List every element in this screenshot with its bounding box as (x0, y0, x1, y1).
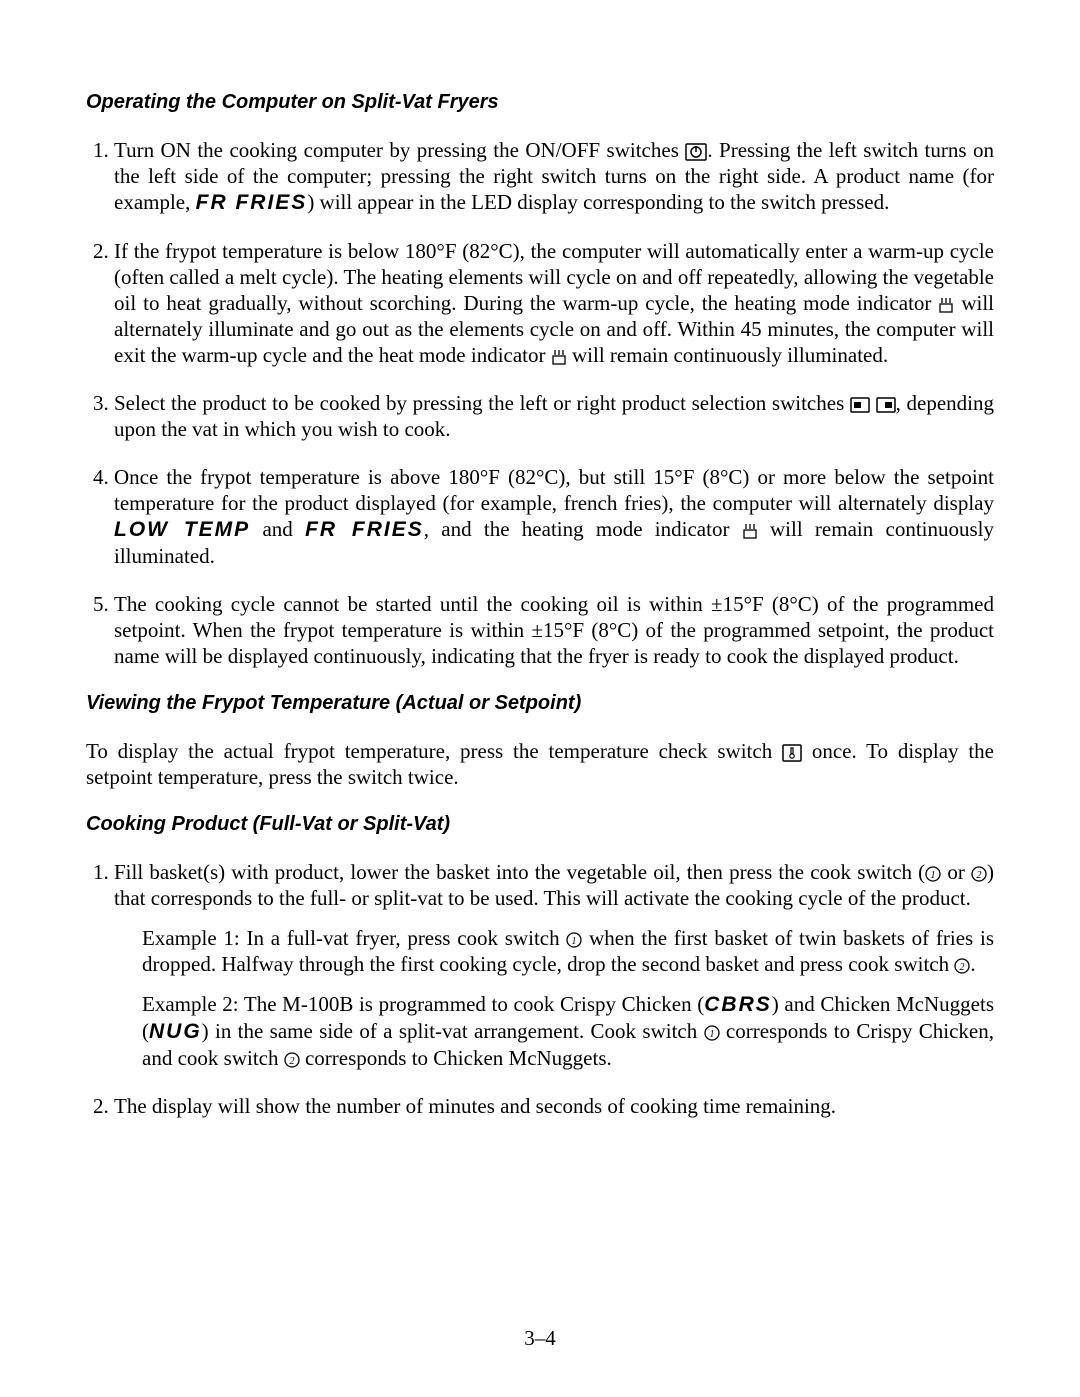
cook-switch-1-icon: 1 (925, 866, 941, 882)
section-heading-split-vat: Operating the Computer on Split-Vat Frye… (86, 90, 994, 115)
cook1-text-a: Fill basket(s) with product, lower the b… (114, 860, 925, 884)
example-1: Example 1: In a full-vat fryer, press co… (114, 925, 994, 977)
ex1-text-c: . (970, 952, 975, 976)
section-heading-cooking: Cooking Product (Full-Vat or Split-Vat) (86, 812, 994, 837)
step4-text-mid: and (250, 517, 305, 541)
step-5: The cooking cycle cannot be started unti… (114, 591, 994, 669)
page-number: 3–4 (0, 1325, 1080, 1351)
cook-switch-2-icon: 2 (284, 1052, 300, 1068)
step-1: Turn ON the cooking computer by pressing… (114, 137, 994, 216)
ex2-text-a: Example 2: The M-100B is programmed to c… (142, 992, 704, 1016)
step4-text-b: , and the heating mode indicator (424, 517, 742, 541)
svg-text:1: 1 (572, 936, 577, 947)
cook-switch-1-icon: 1 (704, 1025, 720, 1041)
heat-mode-indicator-icon (938, 296, 954, 314)
svg-text:1: 1 (931, 870, 936, 881)
ex2-text-c: ) in the same side of a split-vat arrang… (202, 1019, 704, 1043)
step1-led-fr-fries: FR FRIES (196, 191, 308, 214)
step3-text-a: Select the product to be cooked by press… (114, 391, 850, 415)
svg-text:2: 2 (960, 962, 965, 973)
step1-text-a: Turn ON the cooking computer by pressing… (114, 138, 685, 162)
step1-text-c: ) will appear in the LED display corresp… (307, 190, 889, 214)
step-3: Select the product to be cooked by press… (114, 390, 994, 442)
temp-text-a: To display the actual frypot temperature… (86, 739, 782, 763)
svg-text:1: 1 (709, 1029, 714, 1040)
heat-mode-indicator-icon (742, 522, 758, 540)
document-page: Operating the Computer on Split-Vat Frye… (0, 0, 1080, 1397)
ex2-led-cbrs: CBRS (704, 993, 772, 1016)
section-heading-temperature: Viewing the Frypot Temperature (Actual o… (86, 691, 994, 716)
ex2-led-nug: NUG (149, 1020, 202, 1043)
step2-text-c: will remain continuously illuminated. (567, 343, 888, 367)
svg-text:2: 2 (977, 870, 982, 881)
step4-led-lowtemp: LOW TEMP (114, 518, 250, 541)
product-select-left-icon (850, 397, 870, 413)
step-2: If the frypot temperature is below 180°F… (114, 238, 994, 368)
ex2-text-e: corresponds to Chicken McNuggets. (300, 1046, 612, 1070)
step2-text-a: If the frypot temperature is below 180°F… (114, 239, 994, 315)
product-select-right-icon (876, 397, 896, 413)
cook-step-2: The display will show the number of minu… (114, 1093, 994, 1119)
svg-text:2: 2 (289, 1056, 294, 1067)
cook-switch-2-icon: 2 (971, 866, 987, 882)
step-4: Once the frypot temperature is above 180… (114, 464, 994, 569)
power-switch-icon (685, 143, 707, 161)
temperature-body: To display the actual frypot temperature… (86, 738, 994, 790)
split-vat-steps: Turn ON the cooking computer by pressing… (86, 137, 994, 670)
cook-switch-1-icon: 1 (566, 932, 582, 948)
step4-text-a: Once the frypot temperature is above 180… (114, 465, 994, 515)
step4-led-fr-fries: FR FRIES (305, 518, 424, 541)
heat-mode-indicator-icon (551, 348, 567, 366)
example-2: Example 2: The M-100B is programmed to c… (114, 991, 994, 1071)
cook-step-1: Fill basket(s) with product, lower the b… (114, 859, 994, 1071)
ex1-text-a: Example 1: In a full-vat fryer, press co… (142, 926, 566, 950)
temperature-check-switch-icon (782, 744, 802, 762)
cook1-text-b: or (941, 860, 971, 884)
cook-switch-2-icon: 2 (954, 958, 970, 974)
cooking-steps: Fill basket(s) with product, lower the b… (86, 859, 994, 1119)
